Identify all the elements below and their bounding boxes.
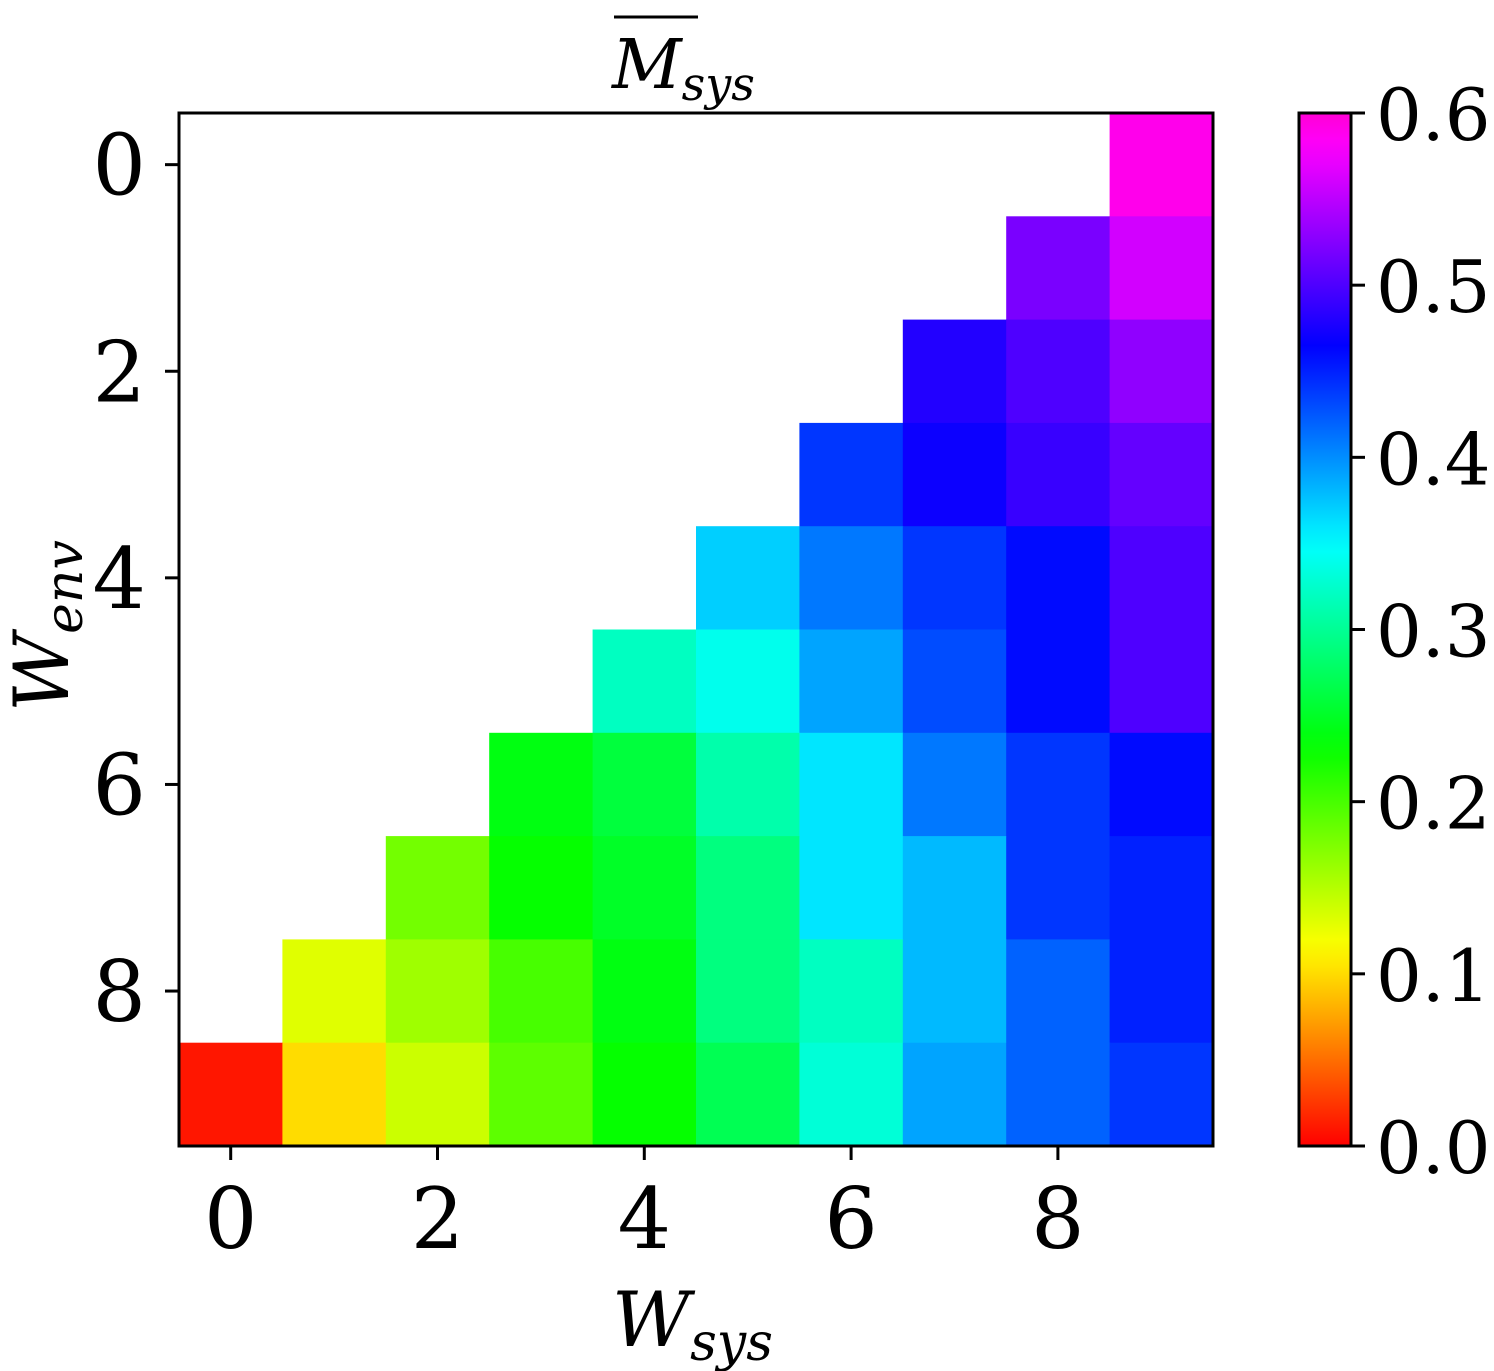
heatmap-cell [1109, 319, 1214, 424]
colorbar-ticks: 0.0 0.1 0.2 0.3 0.4 0.5 0.6 [1351, 73, 1491, 1190]
heatmap-cell [1006, 732, 1111, 837]
heatmap-cell [799, 526, 904, 631]
heatmap-cell [696, 732, 800, 837]
heatmap-cell [1109, 732, 1214, 837]
colorbar-tick-label: 0.4 [1376, 417, 1491, 501]
colorbar-tick-label: 0.1 [1376, 934, 1491, 1018]
y-axis-label-subscript: env [35, 540, 95, 634]
heatmap-cell [1109, 939, 1214, 1044]
heatmap-cell [282, 939, 387, 1044]
heatmap-cell [799, 1042, 904, 1147]
y-axis-label-main: W [0, 628, 86, 712]
heatmap-cell [1109, 422, 1214, 527]
heatmap-cell [696, 629, 800, 734]
heatmap-cell [902, 422, 1007, 527]
y-tick-label: 8 [93, 943, 146, 1041]
x-tick-label: 6 [824, 1170, 877, 1268]
heatmap-cell [696, 939, 800, 1044]
heatmap-cell [902, 836, 1007, 940]
heatmap-cell [592, 1042, 697, 1147]
heatmap-cell [489, 939, 594, 1044]
y-tick-label: 6 [93, 736, 146, 834]
heatmap-cell [799, 939, 904, 1044]
heatmap-cell [799, 629, 904, 734]
colorbar [1297, 111, 1353, 1148]
colorbar-tick-label: 0.6 [1376, 73, 1491, 157]
heatmap-cell [799, 732, 904, 837]
svg-text:Msys: Msys [610, 26, 755, 111]
colorbar-tick-label: 0.3 [1376, 590, 1491, 674]
y-tick-label: 2 [93, 323, 146, 421]
y-axis-label: Wenv [0, 540, 95, 712]
x-tick-label: 2 [411, 1170, 464, 1268]
heatmap-cell [1006, 629, 1111, 734]
heatmap-cell [902, 732, 1007, 837]
heatmap-cells [179, 113, 1214, 1147]
colorbar-tick-label: 0.0 [1376, 1106, 1491, 1190]
heatmap-cell [1006, 319, 1111, 424]
x-axis-label-subscript: sys [690, 1313, 773, 1371]
heatmap-cell [385, 939, 490, 1044]
x-axis-label-main: W [612, 1275, 696, 1364]
heatmap-cell [1006, 422, 1111, 527]
x-tick-label: 0 [204, 1170, 257, 1268]
x-tick-label: 8 [1031, 1170, 1084, 1268]
x-axis-label: Wsys [612, 1275, 773, 1371]
heatmap-cell [385, 1042, 490, 1147]
heatmap-cell [489, 1042, 594, 1147]
colorbar-tick-label: 0.2 [1376, 762, 1491, 846]
plot-frame [177, 111, 1215, 1148]
heatmap-cell [489, 836, 594, 940]
heatmap-cell [696, 1042, 800, 1147]
heatmap-cell [799, 422, 904, 527]
heatmap-cell [1006, 1042, 1111, 1147]
x-tick-label: 4 [618, 1170, 671, 1268]
heatmap-cell [1109, 1042, 1214, 1147]
heatmap-cell [1109, 836, 1214, 940]
heatmap-cell [592, 836, 697, 940]
heatmap-cell [696, 836, 800, 940]
heatmap-cell [179, 1042, 283, 1147]
title-subscript: sys [682, 57, 755, 111]
title-main: M [610, 26, 684, 105]
heatmap-cell [489, 732, 594, 837]
heatmap-cell [1109, 113, 1214, 217]
colorbar-tick-label: 0.5 [1376, 245, 1491, 329]
heatmap-cell [799, 836, 904, 940]
y-tick-label: 0 [93, 117, 146, 215]
heatmap-cell [902, 1042, 1007, 1147]
heatmap-cell [592, 629, 697, 734]
heatmap-cell [696, 526, 800, 631]
heatmap-cell [1006, 526, 1111, 631]
x-axis-ticks: 0 2 4 6 8 [204, 1146, 1085, 1268]
heatmap-cell [1006, 939, 1111, 1044]
heatmap-cell [902, 629, 1007, 734]
heatmap-cell [1109, 216, 1214, 321]
heatmap-cell [902, 319, 1007, 424]
heatmap-cell [282, 1042, 387, 1147]
heatmap-cell [592, 939, 697, 1044]
heatmap-cell [1109, 629, 1214, 734]
y-axis-ticks: 0 2 4 6 8 [93, 117, 179, 1041]
heatmap-cell [592, 732, 697, 837]
heatmap-cell [1006, 836, 1111, 940]
heatmap-cell [385, 836, 490, 940]
heatmap-cell [1006, 216, 1111, 321]
heatmap-cell [1109, 526, 1214, 631]
y-tick-label: 4 [93, 530, 146, 628]
chart-title: Msys [610, 15, 755, 111]
heatmap-cell [902, 939, 1007, 1044]
heatmap-cell [902, 526, 1007, 631]
